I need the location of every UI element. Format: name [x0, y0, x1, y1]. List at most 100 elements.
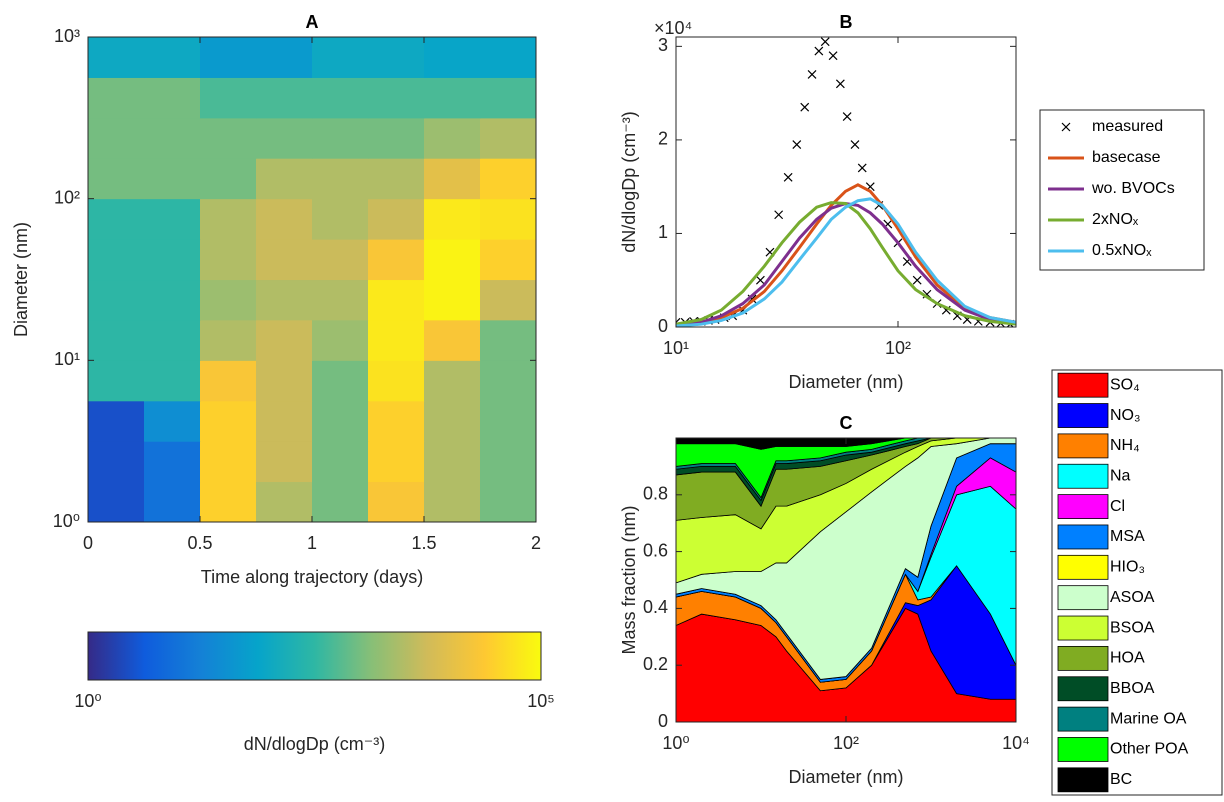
heat-cell [368, 319, 425, 361]
heat-cell [480, 239, 537, 281]
heat-cell [424, 481, 481, 523]
heat-cell [88, 77, 145, 119]
y-tick-label: 0.2 [643, 654, 668, 674]
heat-cell [480, 158, 537, 200]
heat-cell [256, 279, 313, 321]
heat-cell [144, 400, 201, 442]
y-tick-label: 1 [658, 222, 668, 242]
heat-cell [256, 481, 313, 523]
axes-frame [675, 36, 1017, 328]
marker [842, 112, 852, 121]
legend-swatch [1057, 676, 1109, 702]
legend-label: MSA [1110, 528, 1145, 545]
heat-cell [256, 117, 313, 159]
heat-cell [88, 360, 145, 402]
y-tick-label: 3 [658, 35, 668, 55]
heat-cell [368, 239, 425, 281]
heat-cell [480, 77, 537, 119]
heat-cell [312, 441, 369, 483]
legend-marker [1061, 122, 1071, 132]
legend-label: HIO₃ [1110, 559, 1145, 576]
heat-cell [144, 319, 201, 361]
x-tick-label: 0.5 [187, 533, 212, 553]
heat-cell [480, 198, 537, 240]
panel-title: C [840, 413, 853, 433]
heat-cell [256, 77, 313, 119]
legend-label: SO₄ [1110, 376, 1140, 393]
legend-swatch [1057, 737, 1109, 762]
heat-cell [256, 441, 313, 483]
legend-swatch [1057, 463, 1109, 489]
heat-cell [88, 319, 145, 361]
heat-cell [368, 77, 425, 119]
heat-cell [480, 117, 537, 159]
legend-label: 2xNOₓ [1092, 211, 1139, 228]
heat-cell [480, 279, 537, 321]
x-axis-label: Diameter (nm) [788, 372, 903, 392]
heat-cell [312, 117, 369, 159]
heat-cell [480, 400, 537, 442]
marker [820, 37, 830, 47]
heat-cell [424, 360, 481, 402]
heat-cell [480, 319, 537, 361]
heat-cell [88, 37, 145, 78]
x-tick-label: 2 [531, 533, 541, 553]
marker [828, 51, 838, 61]
y-tick-label: 2 [658, 129, 668, 149]
x-tick-label: 10¹ [663, 338, 689, 358]
marker [835, 79, 845, 89]
marker [807, 69, 817, 79]
legend-swatch [1057, 433, 1109, 459]
heat-cell [312, 319, 369, 361]
heat-cell [480, 360, 537, 402]
legend-swatch [1057, 403, 1109, 428]
legend-label: wo. BVOCs [1091, 180, 1175, 197]
heat-cell [88, 481, 145, 523]
heat-cell [424, 37, 481, 78]
legend-label: NH₄ [1110, 437, 1140, 454]
y-tick-label: 0.6 [643, 540, 668, 560]
heat-cell [368, 158, 425, 200]
y-axis-label: Mass fraction (nm) [619, 505, 639, 654]
heat-cell [424, 279, 481, 321]
x-tick-label: 10⁰ [662, 733, 689, 753]
legend-label: BSOA [1110, 619, 1155, 636]
heat-cell [368, 198, 425, 240]
legend-swatch [1057, 554, 1109, 580]
marker [814, 46, 824, 56]
legend-swatch [1057, 645, 1109, 671]
heat-cell [312, 37, 369, 78]
heat-cell [256, 37, 313, 78]
colorbar [87, 631, 542, 681]
legend-label: Other POA [1110, 741, 1189, 758]
heat-cell [88, 441, 145, 483]
x-axis-label: Time along trajectory (days) [201, 567, 423, 587]
heat-cell [200, 319, 257, 361]
heat-cell [256, 198, 313, 240]
marker [783, 172, 793, 182]
x-tick-label: 10² [885, 338, 911, 358]
y-axis-label: dN/dlogDp (cm⁻³) [619, 111, 639, 253]
heat-cell [312, 400, 369, 442]
heat-cell [200, 158, 257, 200]
x-tick-label: 10⁴ [1002, 733, 1030, 753]
y-tick-label: 10² [54, 187, 80, 207]
legend-label: BBOA [1110, 680, 1155, 697]
legend-label: HOA [1110, 650, 1145, 667]
marker [850, 140, 860, 150]
heat-cell [424, 319, 481, 361]
heat-cell [480, 441, 537, 483]
heat-cell [256, 319, 313, 361]
y-tick-label: 0 [658, 316, 668, 336]
legend-label: Cl [1110, 498, 1125, 515]
legend-swatch [1057, 524, 1109, 550]
legend-swatch [1057, 706, 1109, 732]
y-multiplier: ×10⁴ [654, 18, 692, 38]
colorbar-tick-label: 10⁵ [527, 691, 554, 711]
legend-label: measured [1092, 118, 1163, 135]
y-tick-label: 10³ [54, 26, 80, 46]
heat-cell [200, 481, 257, 523]
legend-label: NO₃ [1110, 407, 1141, 424]
heat-cell [144, 198, 201, 240]
